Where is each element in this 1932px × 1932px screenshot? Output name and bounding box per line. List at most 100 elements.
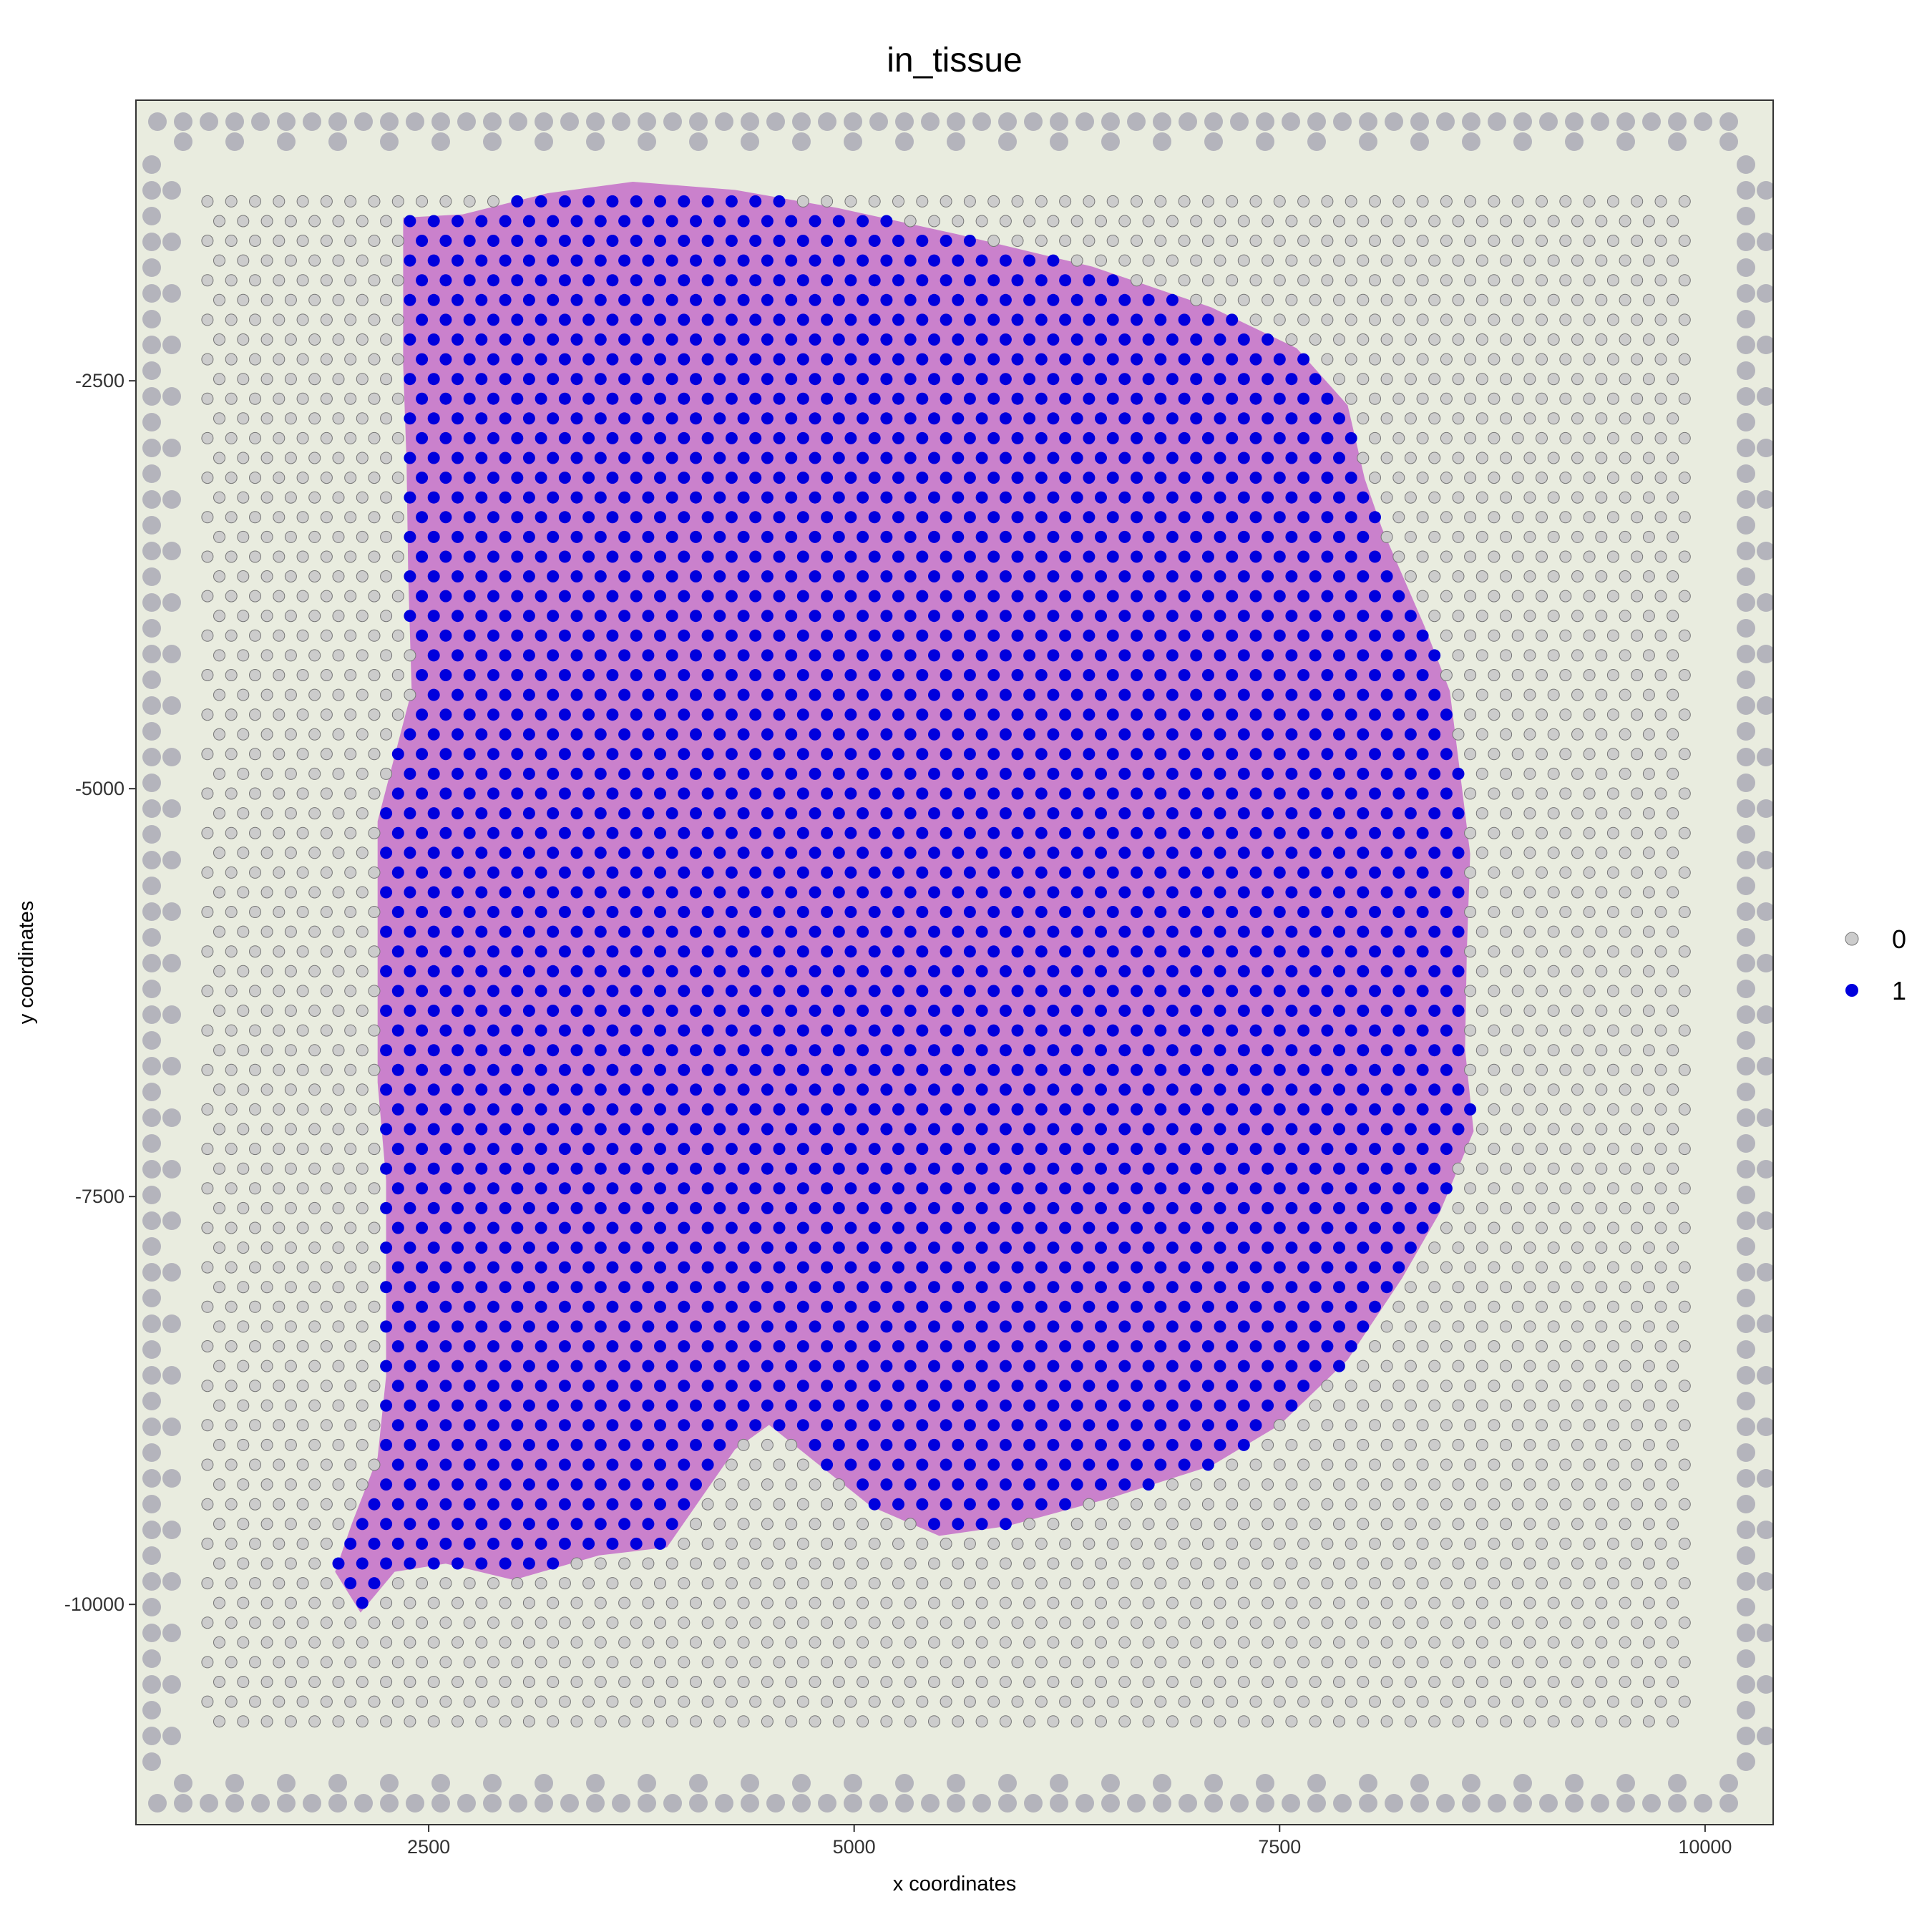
spot-in-tissue <box>1273 472 1286 484</box>
spot-out-tissue <box>1142 1596 1155 1609</box>
spot-in-tissue <box>844 748 857 761</box>
spot-out-tissue <box>1678 353 1691 366</box>
spot-in-tissue <box>522 1399 535 1412</box>
spot-out-tissue <box>1404 1399 1417 1412</box>
spot-out-tissue <box>1201 1537 1214 1550</box>
spot-out-tissue <box>821 195 834 208</box>
spot-in-tissue <box>1059 590 1072 602</box>
spot-in-tissue <box>1404 1241 1417 1254</box>
spot-in-tissue <box>963 590 976 602</box>
fiducial-spot <box>998 112 1017 131</box>
fiducial-spot <box>1307 1774 1326 1792</box>
spot-in-tissue <box>1262 649 1274 662</box>
spot-in-tissue <box>940 1340 952 1352</box>
fiducial-spot <box>174 1774 192 1792</box>
spot-in-tissue <box>701 1182 714 1195</box>
spot-in-tissue <box>857 215 869 228</box>
fiducial-spot <box>142 387 161 406</box>
spot-in-tissue <box>1309 1162 1322 1175</box>
spot-out-tissue <box>1606 945 1619 958</box>
spot-in-tissue <box>1404 965 1417 977</box>
spot-out-tissue <box>1631 1340 1644 1352</box>
spot-out-tissue <box>1070 254 1083 267</box>
spot-in-tissue <box>844 235 857 247</box>
spot-out-tissue <box>368 1261 381 1274</box>
spot-in-tissue <box>1380 847 1393 859</box>
spot-in-tissue <box>880 728 893 741</box>
spot-in-tissue <box>427 925 440 938</box>
spot-out-tissue <box>1380 293 1393 306</box>
spot-in-tissue <box>999 254 1012 267</box>
spot-in-tissue <box>928 1438 940 1451</box>
spot-in-tissue <box>1226 1103 1239 1116</box>
spot-in-tissue <box>821 669 834 681</box>
spot-out-tissue <box>1547 215 1560 228</box>
spot-in-tissue <box>404 254 416 267</box>
fiducial-spot <box>1757 593 1773 612</box>
spot-in-tissue <box>558 787 571 800</box>
spot-out-tissue <box>1536 669 1548 681</box>
spot-in-tissue <box>499 1399 512 1412</box>
spot-out-tissue <box>1511 985 1524 997</box>
spot-in-tissue <box>963 1182 976 1195</box>
spot-out-tissue <box>1654 866 1667 879</box>
spot-in-tissue <box>1095 570 1107 582</box>
spot-in-tissue <box>547 1518 560 1531</box>
spot-in-tissue <box>785 412 798 425</box>
spot-in-tissue <box>1190 1281 1203 1294</box>
fiducial-spot <box>142 1572 161 1591</box>
spot-out-tissue <box>1571 452 1584 464</box>
spot-in-tissue <box>1237 965 1250 977</box>
spot-out-tissue <box>809 1518 821 1531</box>
spot-out-tissue <box>1536 906 1548 918</box>
fiducial-spot <box>1737 1392 1755 1410</box>
fiducial-spot <box>162 1469 181 1488</box>
fiducial-spot <box>142 748 161 766</box>
spot-in-tissue <box>1262 570 1274 582</box>
spot-out-tissue <box>1059 1616 1072 1629</box>
spot-in-tissue <box>606 550 619 563</box>
spot-out-tissue <box>1201 1616 1214 1629</box>
spot-out-tissue <box>1606 274 1619 287</box>
spot-in-tissue <box>463 669 476 681</box>
spot-in-tissue <box>1297 629 1310 642</box>
spot-in-tissue <box>535 748 547 761</box>
spot-out-tissue <box>1488 866 1501 879</box>
spot-in-tissue <box>1178 313 1191 326</box>
spot-out-tissue <box>260 215 273 228</box>
spot-in-tissue <box>725 1143 738 1156</box>
spot-in-tissue <box>844 1103 857 1116</box>
spot-out-tissue <box>1452 688 1465 701</box>
spot-in-tissue <box>511 1340 524 1352</box>
spot-in-tissue <box>416 590 429 602</box>
spot-in-tissue <box>940 550 952 563</box>
fiducial-spot <box>483 1794 502 1813</box>
spot-in-tissue <box>904 688 917 701</box>
fiducial-spot <box>1436 1794 1455 1813</box>
spot-in-tissue <box>1059 1300 1072 1313</box>
spot-out-tissue <box>356 1123 369 1136</box>
spot-out-tissue <box>1273 235 1286 247</box>
spot-in-tissue <box>654 195 666 208</box>
spot-in-tissue <box>1047 965 1060 977</box>
spot-in-tissue <box>582 1182 595 1195</box>
spot-out-tissue <box>1678 629 1691 642</box>
spot-out-tissue <box>1631 235 1644 247</box>
fiducial-spot <box>142 902 161 921</box>
spot-out-tissue <box>344 274 357 287</box>
spot-in-tissue <box>1297 866 1310 879</box>
spot-out-tissue <box>1523 1518 1536 1531</box>
spot-in-tissue <box>892 511 904 524</box>
spot-in-tissue <box>975 1162 988 1175</box>
spot-in-tissue <box>1035 550 1048 563</box>
spot-in-tissue <box>427 1123 440 1136</box>
spot-in-tissue <box>463 866 476 879</box>
spot-out-tissue <box>1606 826 1619 839</box>
spot-out-tissue <box>1297 274 1310 287</box>
spot-in-tissue <box>678 826 691 839</box>
spot-out-tissue <box>237 293 250 306</box>
spot-out-tissue <box>1667 491 1679 504</box>
spot-in-tissue <box>475 728 488 741</box>
spot-out-tissue <box>344 1498 357 1511</box>
spot-in-tissue <box>844 1024 857 1037</box>
